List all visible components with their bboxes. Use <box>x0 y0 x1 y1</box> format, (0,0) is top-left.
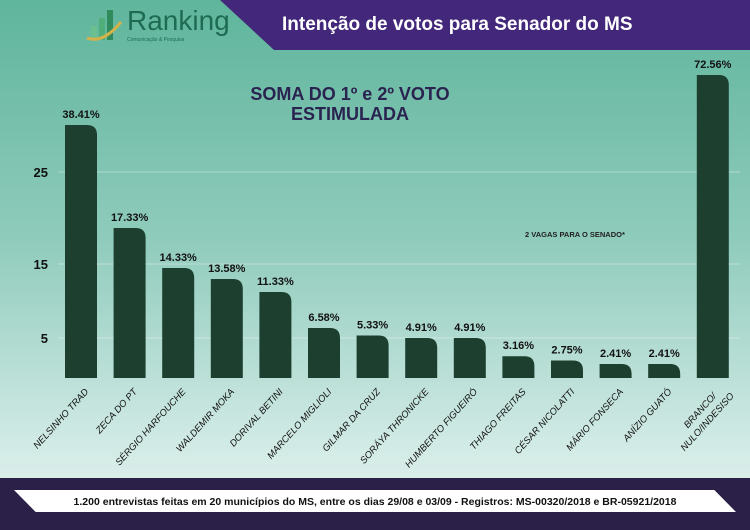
subtitle-line1: SOMA DO 1º e 2º VOTO <box>250 84 450 104</box>
data-label: 6.58% <box>308 312 339 324</box>
y-tick-label: 5 <box>41 331 48 346</box>
y-tick-label: 25 <box>34 165 48 180</box>
subtitle-line2: ESTIMULADA <box>291 104 409 124</box>
data-label: 14.33% <box>160 252 198 264</box>
bar <box>502 356 535 378</box>
y-tick-label: 15 <box>34 257 48 272</box>
data-label: 4.91% <box>406 322 437 334</box>
bar <box>453 338 486 378</box>
bar <box>696 75 729 378</box>
x-tick-label: ANÍZIO GUATÓ <box>620 386 674 445</box>
data-label: 11.33% <box>257 276 294 288</box>
data-label: 2.41% <box>649 348 680 360</box>
data-label: 2.41% <box>600 348 631 360</box>
bar <box>648 364 681 378</box>
x-tick-label: BRANCO/NULO/INDESISO <box>669 382 737 454</box>
data-label: 13.58% <box>208 263 246 275</box>
x-tick-label: ZECA DO PT <box>93 386 141 437</box>
x-tick-label: NELSINHO TRAD <box>31 387 91 452</box>
bar <box>308 328 340 378</box>
bar <box>599 364 632 378</box>
footer-note-band <box>14 490 736 512</box>
bar <box>356 335 389 378</box>
bar-chart: 5 15 25 38.41% NELSINHO TRAD 17.33% ZECA DO PT… <box>31 59 738 471</box>
bar <box>259 292 292 378</box>
bar <box>210 279 243 378</box>
ranking-logo-icon <box>86 10 123 41</box>
data-label: 3.16% <box>503 340 534 352</box>
logo-text: Ranking <box>127 5 230 36</box>
bar <box>162 268 195 378</box>
logo-words: Ranking Comunicação & Pesquisa <box>127 6 230 44</box>
chart-subtitle: SOMA DO 1º e 2º VOTO ESTIMULADA <box>230 84 470 124</box>
bar <box>113 228 146 378</box>
bar <box>551 360 583 378</box>
logo: Ranking Comunicação & Pesquisa <box>85 6 230 44</box>
data-label: 72.56% <box>694 59 732 71</box>
footer-text: 1.200 entrevistas feitas em 20 município… <box>73 496 677 508</box>
header-band <box>220 0 750 50</box>
bar <box>65 125 97 378</box>
bar <box>405 338 438 378</box>
logo-tagline: Comunicação & Pesquisa <box>127 37 185 43</box>
data-label: 17.33% <box>111 212 149 224</box>
data-label: 5.33% <box>357 319 388 331</box>
data-label: 2.75% <box>551 344 582 356</box>
data-label: 38.41% <box>62 109 100 121</box>
senate-seats-note: 2 VAGAS PARA O SENADO* <box>525 230 625 239</box>
data-label: 4.91% <box>454 322 485 334</box>
header-title: Intenção de votos para Senador do MS <box>282 14 633 35</box>
